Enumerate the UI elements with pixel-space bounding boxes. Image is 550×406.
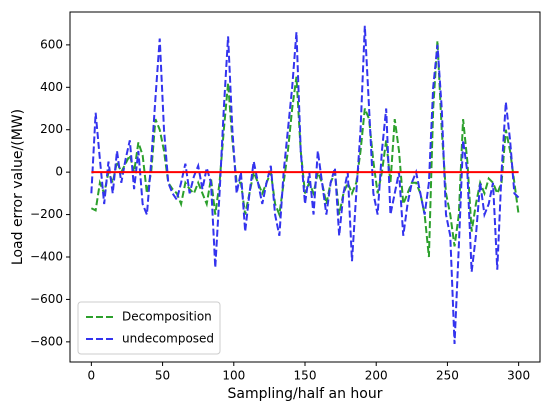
legend-label: undecomposed <box>122 332 214 346</box>
y-tick-label: −400 <box>30 250 63 264</box>
y-tick-label: −200 <box>30 207 63 221</box>
y-tick-label: −800 <box>30 334 63 348</box>
series-line <box>90 25 520 345</box>
series-line <box>90 40 520 258</box>
y-tick-label: 400 <box>40 80 63 94</box>
y-axis-label: Load error value/(MW) <box>10 109 26 265</box>
x-tick-label: 50 <box>155 369 170 383</box>
y-tick-label: 0 <box>55 165 63 179</box>
x-tick-label: 200 <box>365 369 388 383</box>
x-tick-label: 150 <box>294 369 317 383</box>
plot-frame <box>69 11 541 363</box>
y-tick-label: 600 <box>40 37 63 51</box>
x-tick-label: 0 <box>88 369 96 383</box>
y-tick-label: 200 <box>40 122 63 136</box>
x-tick-label: 100 <box>222 369 245 383</box>
legend-label: Decomposition <box>122 310 212 324</box>
y-tick-label: −600 <box>30 292 63 306</box>
x-tick-label: 300 <box>507 369 530 383</box>
legend-box <box>77 301 221 355</box>
x-tick-label: 250 <box>436 369 459 383</box>
x-axis-label: Sampling/half an hour <box>228 386 383 402</box>
